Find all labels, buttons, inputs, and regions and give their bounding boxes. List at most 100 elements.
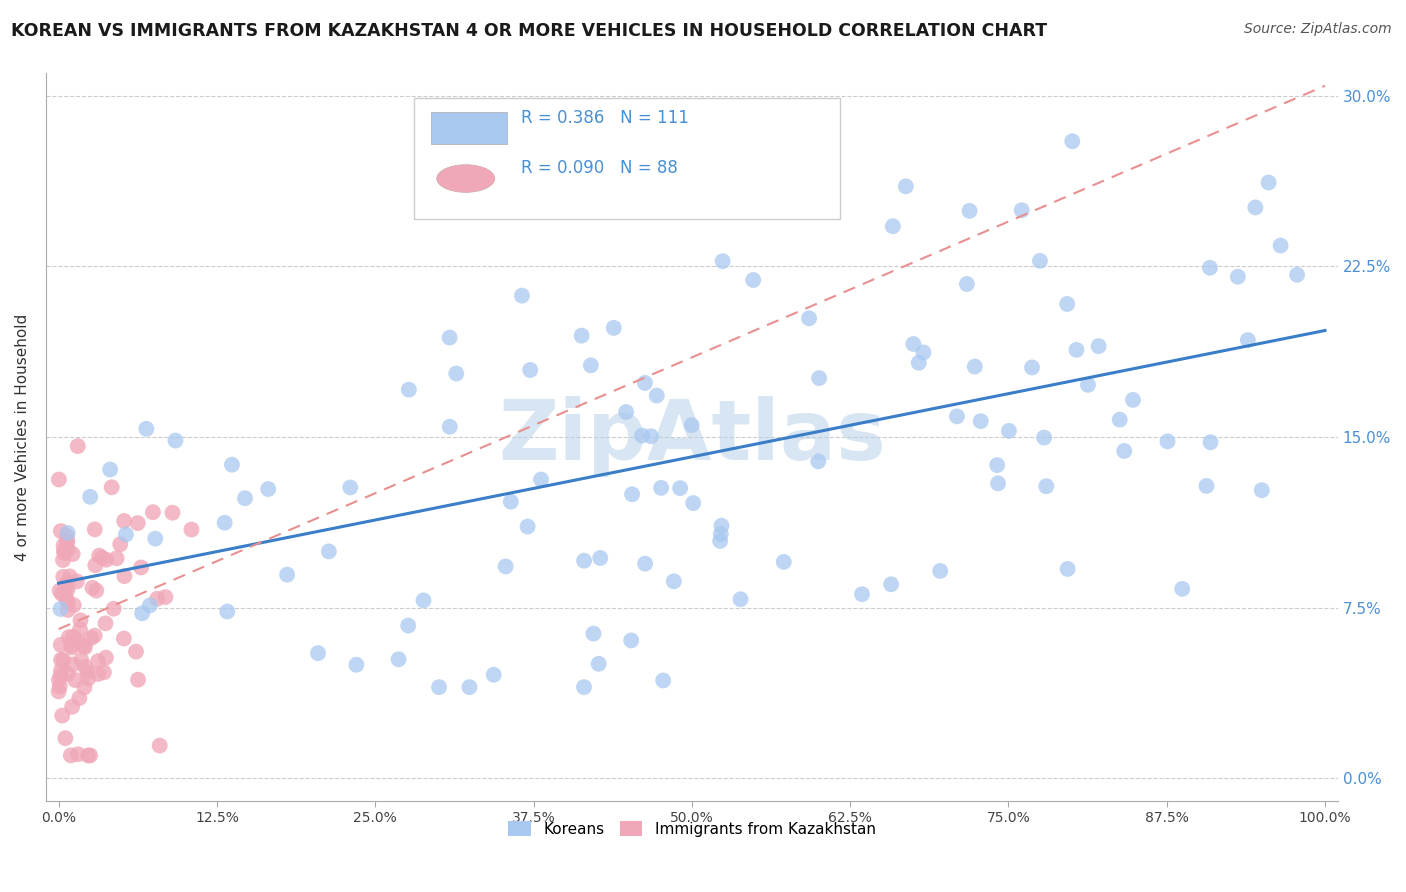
Point [427, 680, 450, 694]
Point [634, 557, 657, 571]
FancyBboxPatch shape [415, 98, 841, 219]
Point [730, 592, 752, 607]
Point [669, 481, 692, 495]
Point [233, 491, 256, 506]
Point [682, 496, 704, 510]
Point [572, 680, 595, 694]
Point [98, 462, 121, 476]
Point [742, 273, 765, 287]
Point [1062, 134, 1084, 148]
Point [83, 629, 105, 643]
Point [221, 458, 243, 472]
Point [571, 328, 593, 343]
Point [650, 481, 672, 495]
Point [149, 739, 172, 753]
Point [772, 555, 794, 569]
Text: R = 0.090   N = 88: R = 0.090 N = 88 [522, 159, 678, 177]
Point [180, 523, 202, 537]
Point [56, 534, 79, 549]
Point [79, 490, 101, 504]
Text: KOREAN VS IMMIGRANTS FROM KAZAKHSTAN 4 OR MORE VEHICLES IN HOUSEHOLD CORRELATION: KOREAN VS IMMIGRANTS FROM KAZAKHSTAN 4 O… [11, 22, 1047, 40]
Point [634, 376, 657, 390]
Point [709, 533, 731, 548]
Point [94, 650, 117, 665]
Point [49, 602, 72, 616]
Point [710, 527, 733, 541]
Point [912, 345, 935, 359]
Point [572, 554, 595, 568]
Point [628, 134, 651, 148]
Point [318, 544, 340, 558]
Point [458, 680, 481, 694]
Point [589, 551, 612, 566]
Point [73, 639, 96, 653]
Point [882, 219, 904, 234]
Point [51, 587, 73, 601]
Point [1270, 238, 1292, 252]
Point [75, 660, 97, 674]
Point [139, 599, 162, 613]
Point [217, 605, 239, 619]
Point [127, 673, 149, 687]
Point [63, 673, 86, 687]
Point [579, 359, 602, 373]
Point [257, 482, 280, 496]
Point [112, 632, 135, 646]
Point [155, 590, 177, 604]
Point [1237, 333, 1260, 347]
Point [1035, 479, 1057, 493]
Point [439, 419, 461, 434]
Point [52, 553, 75, 567]
Point [129, 560, 152, 574]
Point [1156, 434, 1178, 449]
Point [76, 665, 98, 680]
Point [1199, 260, 1222, 275]
Legend: Koreans, Immigrants from Kazakhstan: Koreans, Immigrants from Kazakhstan [501, 813, 883, 844]
Point [1087, 339, 1109, 353]
Point [998, 424, 1021, 438]
Point [439, 330, 461, 344]
Point [48, 473, 70, 487]
Point [56, 582, 79, 597]
Point [499, 494, 522, 508]
Point [1257, 176, 1279, 190]
Point [851, 587, 873, 601]
Point [52, 544, 75, 558]
Point [645, 388, 668, 402]
Point [66, 747, 89, 762]
Point [510, 288, 533, 302]
Point [58, 630, 80, 644]
Point [66, 634, 89, 648]
Point [588, 657, 610, 671]
Point [84, 558, 107, 573]
Point [110, 537, 132, 551]
Point [79, 748, 101, 763]
Point [1250, 483, 1272, 498]
Point [48, 583, 70, 598]
Point [662, 574, 685, 589]
Point [112, 514, 135, 528]
Point [60, 640, 83, 655]
Point [48, 673, 70, 687]
Point [143, 532, 166, 546]
Point [894, 179, 917, 194]
Point [516, 519, 538, 533]
Point [1021, 360, 1043, 375]
Point [631, 428, 654, 442]
Point [495, 559, 517, 574]
Point [59, 748, 82, 763]
Point [62, 598, 84, 612]
Point [94, 616, 117, 631]
Point [127, 516, 149, 530]
Point [62, 547, 84, 561]
Point [1033, 431, 1056, 445]
Point [55, 591, 77, 606]
Point [115, 527, 138, 541]
Point [49, 638, 72, 652]
Point [131, 607, 153, 621]
Point [82, 581, 104, 595]
Point [60, 699, 83, 714]
Point [396, 618, 419, 632]
Point [55, 581, 77, 595]
Point [582, 626, 605, 640]
